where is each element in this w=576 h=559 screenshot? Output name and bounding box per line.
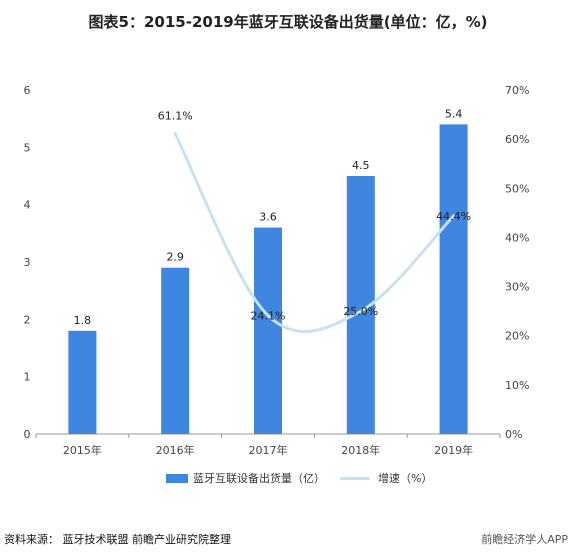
x-tick-label: 2015年 bbox=[63, 443, 102, 457]
legend-label-bars: 蓝牙互联设备出货量（亿） bbox=[193, 472, 325, 485]
y-right-tick-label: 70% bbox=[505, 84, 529, 97]
y-left-tick-label: 2 bbox=[24, 313, 31, 326]
y-right-tick-label: 0% bbox=[505, 428, 522, 441]
chart-title: 图表5：2015-2019年蓝牙互联设备出货量(单位：亿，%) bbox=[88, 13, 488, 31]
legend-label-line: 增速（%） bbox=[378, 472, 433, 485]
growth-value-label: 25.0% bbox=[343, 305, 378, 318]
x-tick-label: 2019年 bbox=[434, 443, 473, 457]
y-left-tick-label: 1 bbox=[24, 371, 31, 384]
source-note: 资料来源： 蓝牙技术联盟 前瞻产业研究院整理 bbox=[4, 533, 231, 546]
x-tick-label: 2017年 bbox=[249, 443, 288, 457]
bar-value-label: 2.9 bbox=[166, 251, 184, 264]
y-right-tick-label: 30% bbox=[505, 281, 529, 294]
y-left-tick-label: 5 bbox=[24, 141, 31, 154]
bar bbox=[161, 267, 190, 434]
y-left-tick-label: 4 bbox=[24, 199, 31, 212]
y-left-tick-label: 3 bbox=[24, 256, 31, 269]
y-right-tick-label: 50% bbox=[505, 182, 529, 195]
y-left-tick-label: 0 bbox=[24, 428, 31, 441]
brand-text: 前瞻经济学人APP bbox=[481, 533, 568, 546]
legend-item-bars: 蓝牙互联设备出货量（亿） bbox=[166, 470, 325, 486]
bar bbox=[68, 330, 97, 434]
y-right-tick-label: 60% bbox=[505, 133, 529, 146]
legend-item-line: 增速（%） bbox=[340, 470, 432, 486]
bar-value-label: 5.4 bbox=[445, 107, 463, 120]
bar bbox=[439, 124, 468, 435]
y-left-tick-label: 6 bbox=[24, 84, 31, 97]
growth-value-label: 24.1% bbox=[251, 310, 286, 323]
y-right-tick-label: 10% bbox=[505, 379, 529, 392]
growth-value-label: 61.1% bbox=[158, 110, 193, 123]
growth-line bbox=[173, 132, 456, 333]
legend-swatch-line bbox=[340, 476, 370, 480]
y-right-tick-label: 20% bbox=[505, 330, 529, 343]
x-tick-label: 2018年 bbox=[341, 443, 380, 457]
x-tick-label: 2016年 bbox=[156, 443, 195, 457]
legend: 蓝牙互联设备出货量（亿） 增速（%） bbox=[0, 470, 576, 488]
legend-swatch-bar bbox=[166, 473, 188, 483]
y-right-tick-label: 40% bbox=[505, 231, 529, 244]
bar-value-label: 1.8 bbox=[74, 314, 92, 327]
bar bbox=[254, 227, 282, 434]
bar-value-label: 4.5 bbox=[352, 159, 370, 172]
bar-value-label: 3.6 bbox=[259, 211, 277, 224]
growth-value-label: 44.4% bbox=[436, 210, 471, 223]
